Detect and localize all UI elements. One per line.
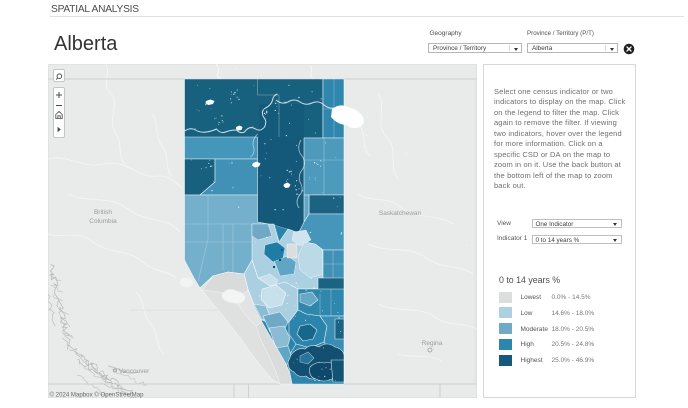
svg-text:© 2024 Mapbox © OpenStreetMap: © 2024 Mapbox © OpenStreetMap <box>50 392 145 399</box>
svg-text:Regina: Regina <box>422 340 443 347</box>
svg-text:Vancouver: Vancouver <box>119 368 150 375</box>
svg-text:British: British <box>94 209 112 216</box>
svg-text:Saskatchewan: Saskatchewan <box>379 210 422 217</box>
svg-text:Columbia: Columbia <box>89 218 117 225</box>
